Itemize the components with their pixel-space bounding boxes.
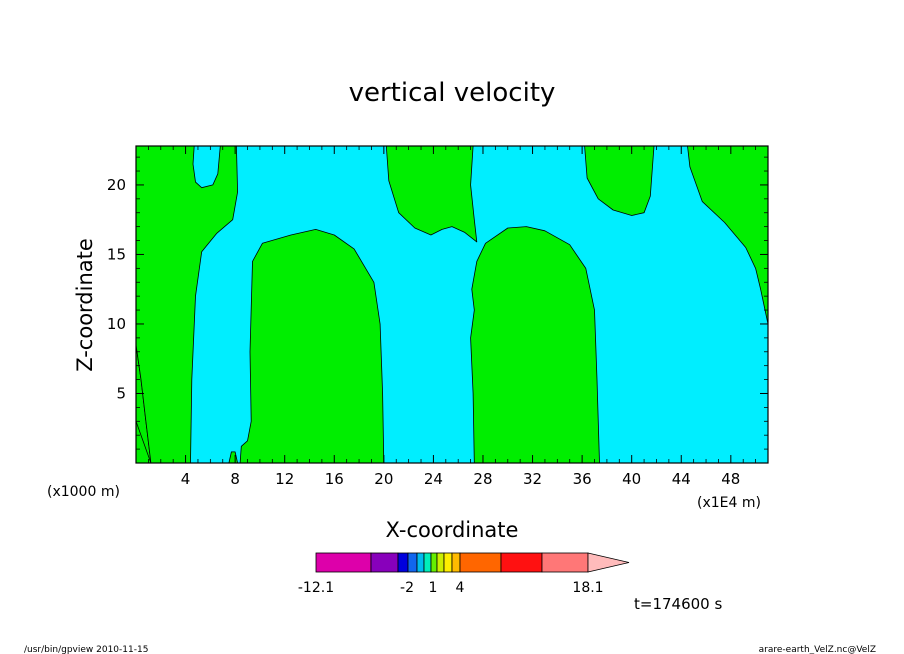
colorbar-segment xyxy=(397,552,409,573)
colorbar-labels: -12.1 -2 1 4 18.1 xyxy=(298,580,604,596)
colorbar-segment xyxy=(416,552,425,573)
colorbar-label: 4 xyxy=(456,580,465,596)
colorbar-segment xyxy=(315,552,372,573)
contour-region-cell-28-36 xyxy=(470,226,600,464)
time-label: t=174600 s xyxy=(634,595,722,613)
x-tick-label: 32 xyxy=(523,470,542,488)
x-tick-label: 40 xyxy=(622,470,641,488)
x-unit-right: (x1E4 m) xyxy=(697,495,761,511)
y-tick-label: 10 xyxy=(107,315,126,333)
contour-region-upper-left xyxy=(135,145,239,464)
colorbar-segment xyxy=(443,552,453,573)
colorbar xyxy=(315,552,630,573)
x-tick-label: 12 xyxy=(275,470,294,488)
footer-left: /usr/bin/gpview 2010-11-15 xyxy=(24,645,148,654)
colorbar-segment xyxy=(436,552,445,573)
x-tick-label: 36 xyxy=(573,470,592,488)
colorbar-label: 18.1 xyxy=(572,580,603,596)
colorbar-segment xyxy=(451,552,461,573)
x-axis-label: X-coordinate xyxy=(386,518,519,542)
chart-title: vertical velocity xyxy=(349,78,556,108)
colorbar-segment xyxy=(430,552,438,573)
y-tick-label: 20 xyxy=(107,176,126,194)
colorbar-label: -2 xyxy=(400,580,414,596)
colorbar-segment xyxy=(541,552,589,573)
colorbar-segment xyxy=(423,552,432,573)
x-tick-label: 24 xyxy=(424,470,443,488)
colorbar-segment xyxy=(500,552,543,573)
colorbar-label: -12.1 xyxy=(298,580,334,596)
x-tick-label: 4 xyxy=(181,470,191,488)
colorbar-segment xyxy=(370,552,399,573)
contour-region-upper-right-cap xyxy=(584,145,655,216)
x-unit-left: (x1000 m) xyxy=(47,484,120,500)
colorbar-segment xyxy=(459,552,502,573)
contour-region-cell-12-18 xyxy=(239,228,385,464)
x-tick-label: 8 xyxy=(230,470,240,488)
y-tick-label: 5 xyxy=(116,384,126,402)
footer-right: arare-earth_VelZ.nc@VelZ xyxy=(759,645,876,654)
positive-regions xyxy=(135,145,769,464)
y-axis-label: Z-coordinate xyxy=(73,238,97,372)
x-axis-ticks: 4 8 12 16 20 24 28 32 36 40 44 48 xyxy=(147,146,757,488)
x-tick-label: 44 xyxy=(672,470,691,488)
x-tick-label: 20 xyxy=(374,470,393,488)
x-tick-label: 16 xyxy=(325,470,344,488)
plot-frame xyxy=(135,145,769,464)
y-tick-label: 15 xyxy=(107,245,126,263)
y-axis-ticks: 5 10 15 20 xyxy=(107,156,768,450)
plot-area xyxy=(135,145,769,464)
colorbar-segment xyxy=(407,552,418,573)
colorbar-label: 1 xyxy=(429,580,438,596)
colorbar-arrow xyxy=(587,552,630,573)
x-tick-label: 48 xyxy=(721,470,740,488)
x-tick-label: 28 xyxy=(473,470,492,488)
contour-region-upper-middle xyxy=(385,145,478,243)
